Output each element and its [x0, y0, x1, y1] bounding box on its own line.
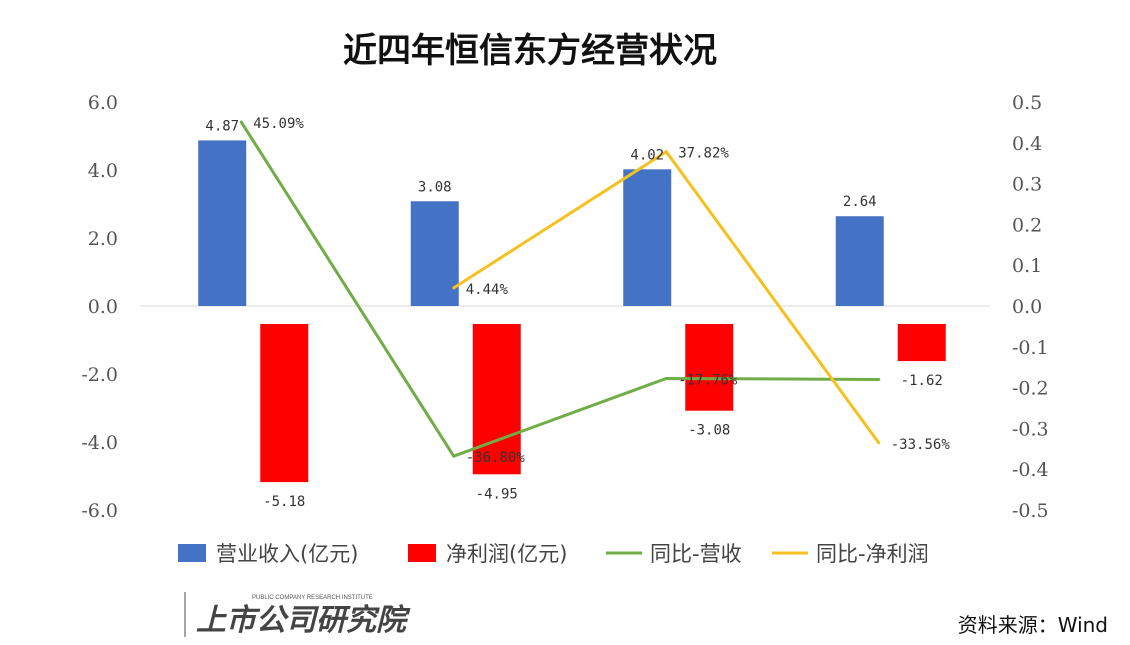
profit-yoy-label: 4.44% — [466, 282, 509, 298]
revenue-bar-label: 4.87 — [205, 118, 239, 134]
left-tick-label: 6.0 — [88, 92, 118, 114]
profit-bar-label: -3.08 — [688, 423, 730, 439]
profit-yoy-point — [664, 150, 668, 154]
right-tick-label: 0.5 — [1012, 92, 1042, 114]
right-axis: 0.5 0.4 0.3 0.2 0.1 0.0 -0.1 -0.2 -0.3 -0.4 -0.5 — [1012, 92, 1049, 522]
right-tick-label: 0.2 — [1012, 214, 1042, 236]
chart-title: 近四年恒信东方经营状况 — [343, 31, 717, 71]
legend-swatch-profit — [408, 544, 436, 562]
profit-bar-label: -5.18 — [263, 494, 305, 510]
left-tick-label: -4.0 — [81, 432, 118, 454]
right-tick-label: 0.4 — [1012, 133, 1042, 155]
revenue-yoy-label: -17.76% — [678, 372, 738, 388]
right-tick-label: -0.4 — [1012, 459, 1049, 481]
profit-yoy-point — [452, 286, 456, 290]
left-axis: 6.0 4.0 2.0 0.0 -2.0 -4.0 -6.0 — [81, 92, 118, 522]
profit-bar — [472, 324, 521, 475]
right-tick-label: -0.2 — [1012, 378, 1049, 400]
right-tick-label: 0.3 — [1012, 174, 1042, 196]
profit-bar — [897, 324, 946, 362]
profit-yoy-point — [877, 441, 881, 445]
revenue-yoy-label: -36.80% — [466, 450, 526, 466]
revenue-bar — [623, 169, 672, 306]
profit-yoy-label: 37.82% — [678, 146, 729, 162]
profit-bar — [260, 324, 309, 483]
revenue-bar-label: 3.08 — [418, 179, 452, 195]
logo: PUBLIC COMPANY RESEARCH INSTITUTE 上市公司研究… — [184, 592, 411, 638]
revenue-bar-label: 4.02 — [630, 147, 664, 163]
revenue-bar-label: 2.64 — [843, 194, 877, 210]
legend-swatch-revenue — [178, 544, 206, 562]
revenue-bar — [410, 201, 459, 306]
right-tick-label: -0.5 — [1012, 500, 1049, 522]
revenue-bar — [198, 140, 247, 306]
logo-subtitle: PUBLIC COMPANY RESEARCH INSTITUTE — [252, 595, 373, 601]
legend-label-profit: 净利润(亿元) — [446, 542, 567, 566]
left-tick-label: 2.0 — [88, 228, 118, 250]
left-tick-label: 4.0 — [88, 160, 118, 182]
revenue-yoy-point — [877, 377, 881, 381]
profit-yoy-label: -33.56% — [891, 437, 951, 453]
revenue-yoy-point — [664, 376, 668, 380]
left-tick-label: -2.0 — [81, 364, 118, 386]
source-note: 资料来源：Wind — [958, 613, 1108, 637]
right-tick-label: -0.3 — [1012, 418, 1049, 440]
legend: 营业收入(亿元) 净利润(亿元) 同比-营收 同比-净利润 — [178, 542, 929, 566]
data-labels: 4.87 3.08 4.02 2.64 -5.18 -4.95 -3.08 -1.62 45.0… — [205, 116, 950, 510]
legend-label-profit-yoy: 同比-净利润 — [816, 542, 929, 566]
left-tick-label: -6.0 — [81, 500, 118, 522]
revenue-yoy-line — [239, 121, 879, 458]
revenue-yoy-label: 45.09% — [253, 116, 304, 132]
profit-bar — [685, 324, 734, 411]
left-tick-label: 0.0 — [88, 296, 118, 318]
right-tick-label: 0.0 — [1012, 296, 1042, 318]
logo-text: 上市公司研究院 — [196, 603, 411, 638]
legend-label-revenue: 营业收入(亿元) — [216, 542, 358, 566]
revenue-bar — [835, 216, 884, 306]
revenue-yoy-point — [452, 454, 456, 458]
right-tick-label: -0.1 — [1012, 337, 1049, 359]
plot-area — [140, 120, 990, 483]
profit-bar-label: -4.95 — [476, 486, 518, 502]
right-tick-label: 0.1 — [1012, 255, 1042, 277]
profit-bar-label: -1.62 — [901, 373, 943, 389]
revenue-yoy-point — [239, 120, 243, 124]
legend-label-revenue-yoy: 同比-营收 — [650, 542, 742, 566]
